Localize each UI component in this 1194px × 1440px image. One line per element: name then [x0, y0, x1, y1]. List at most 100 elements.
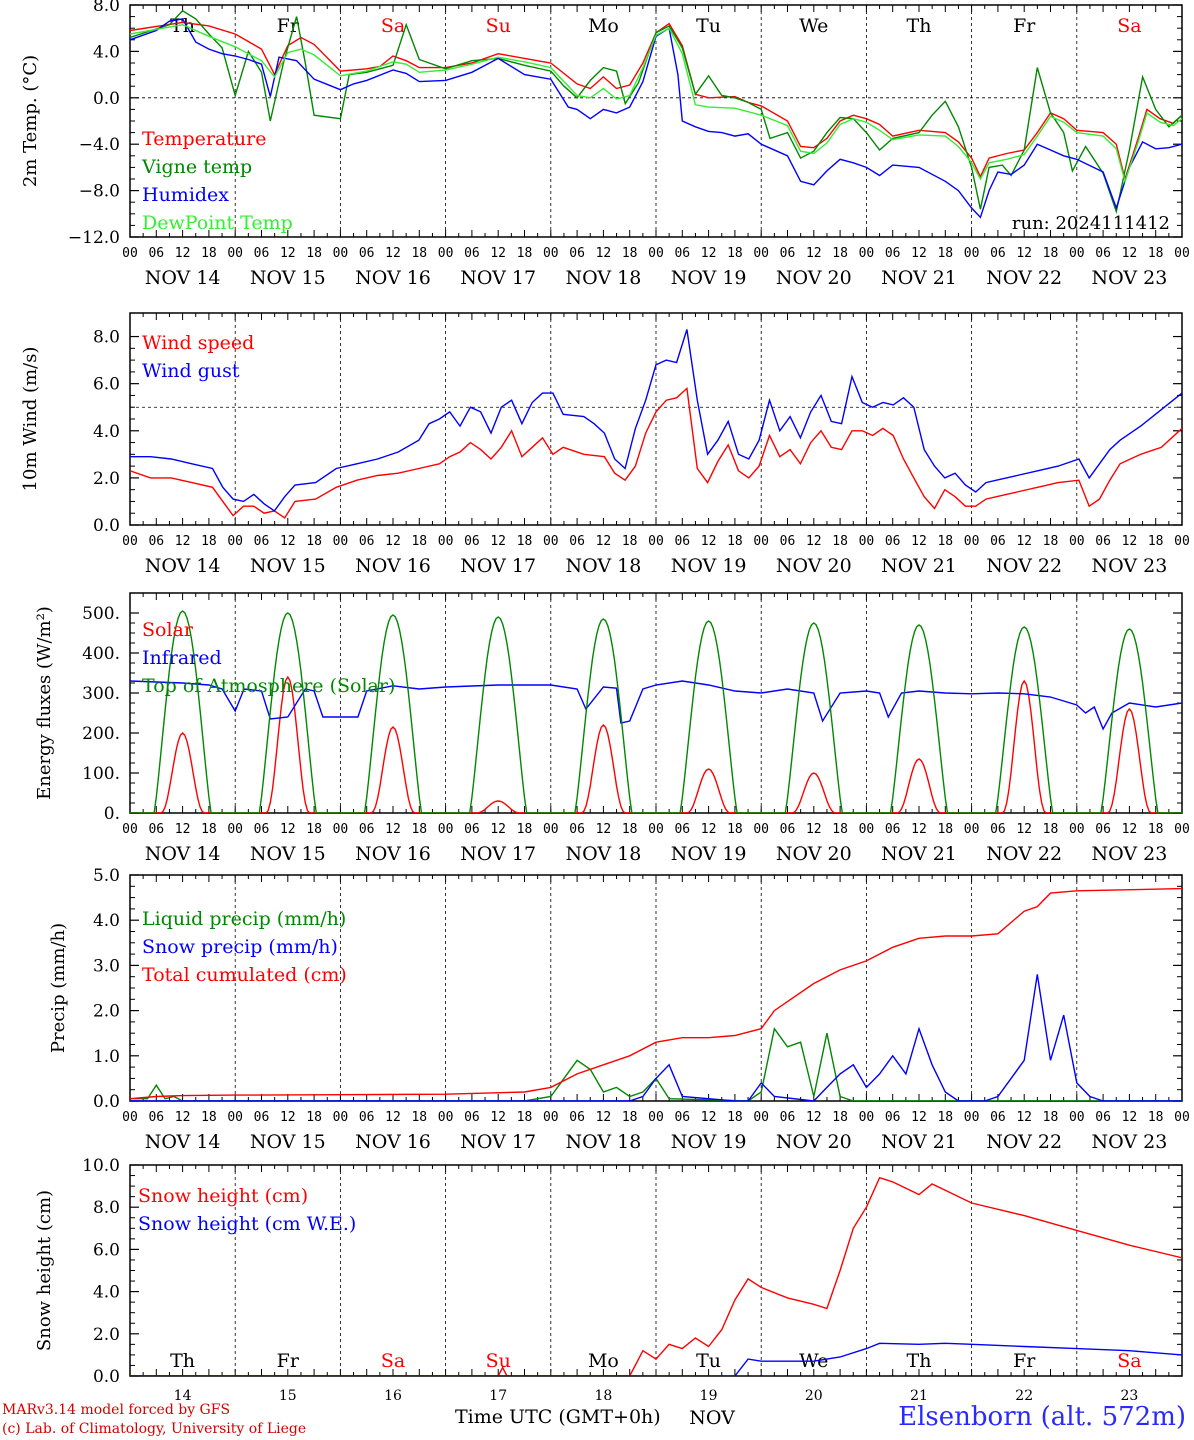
- hour-tick-label: 18: [1043, 246, 1059, 261]
- y-tick-label: 5.0: [93, 866, 120, 886]
- hour-tick-label: 00: [859, 246, 875, 261]
- hour-tick-label: 18: [937, 1110, 953, 1125]
- hour-tick-label: 00: [1174, 1110, 1190, 1125]
- series-line-snow-height-cm-: [130, 1176, 1182, 1376]
- hour-tick-label: 06: [990, 534, 1006, 549]
- hour-tick-label: 18: [306, 1110, 322, 1125]
- hour-tick-label: 00: [753, 534, 769, 549]
- hour-tick-label: 06: [674, 822, 690, 837]
- hour-tick-label: 18: [517, 534, 533, 549]
- hour-tick-label: 06: [359, 246, 375, 261]
- hour-tick-label: 00: [333, 822, 349, 837]
- series-group: [130, 887, 1182, 1101]
- hour-tick-label: 06: [148, 534, 164, 549]
- weekday-label: Sa: [381, 15, 405, 37]
- hour-tick-label: 18: [411, 1110, 427, 1125]
- weekday-label: Fr: [1013, 15, 1036, 37]
- hour-tick-label: 06: [569, 246, 585, 261]
- hour-tick-label: 12: [1016, 1110, 1032, 1125]
- hour-tick-label: 12: [1016, 534, 1032, 549]
- y-tick-label: 200.: [82, 724, 120, 744]
- hour-tick-label: 06: [254, 534, 270, 549]
- hour-tick-label: 18: [1043, 1110, 1059, 1125]
- hour-tick-label: 00: [1069, 822, 1085, 837]
- date-label: NOV 23: [1091, 267, 1167, 289]
- y-tick-label: 8.0: [93, 328, 120, 348]
- y-tick-label: 2.0: [93, 469, 120, 489]
- hour-tick-label: 18: [1043, 822, 1059, 837]
- hour-tick-label: 06: [1095, 246, 1111, 261]
- hour-tick-label: 12: [1122, 822, 1138, 837]
- hour-tick-label: 12: [490, 822, 506, 837]
- chart-panels: 8.0 4.0 0.0 −4.0 −8.0 −12.0 2m Temp. (°C) 00 06 1…: [20, 0, 1190, 1429]
- date-label: NOV 21: [881, 1131, 957, 1153]
- hour-tick-label: 06: [990, 1110, 1006, 1125]
- hour-tick-label: 18: [622, 246, 638, 261]
- y-tick-label: 6.0: [93, 375, 120, 395]
- panel-5: 10.0 8.0 6.0 4.0 2.0 0.0 Snow height (cm) 14 15 1…: [34, 1156, 1183, 1429]
- series-line-solar: [130, 675, 1182, 813]
- hour-tick-label: 06: [780, 534, 796, 549]
- hour-tick-label: 00: [122, 246, 138, 261]
- series-line-vigne-temp: [130, 9, 1182, 215]
- weekday-label: Su: [486, 15, 511, 37]
- y-tick-label: 8.0: [93, 1198, 120, 1218]
- credit-model: MARv3.14 model forced by GFS: [2, 1402, 231, 1418]
- hour-tick-label: 12: [1122, 246, 1138, 261]
- day-number-label: 20: [805, 1388, 823, 1404]
- hour-tick-label: 18: [306, 246, 322, 261]
- hour-tick-label: 00: [753, 246, 769, 261]
- hour-tick-label: 00: [543, 534, 559, 549]
- hour-tick-label: 18: [727, 534, 743, 549]
- hour-tick-label: 12: [911, 534, 927, 549]
- y-tick-label: 4.0: [93, 42, 120, 62]
- hour-tick-label: 18: [517, 1110, 533, 1125]
- y-tick-label: 100.: [82, 764, 120, 784]
- weekday-label: Fr: [1013, 1350, 1036, 1372]
- date-label: NOV 18: [565, 267, 641, 289]
- day-number-label: 23: [1120, 1388, 1138, 1404]
- weekday-label: Th: [907, 15, 932, 37]
- day-number-label: 22: [1015, 1388, 1033, 1404]
- hour-tick-label: 06: [254, 246, 270, 261]
- weekday-label: Th: [170, 1350, 195, 1372]
- date-label: NOV 22: [986, 555, 1062, 577]
- hour-tick-label: 06: [569, 822, 585, 837]
- hour-tick-label: 00: [543, 822, 559, 837]
- hour-tick-label: 06: [780, 822, 796, 837]
- hour-tick-label: 18: [517, 246, 533, 261]
- hour-tick-label: 12: [806, 246, 822, 261]
- hour-tick-label: 00: [543, 1110, 559, 1125]
- hour-tick-label: 00: [1069, 246, 1085, 261]
- series-group: [130, 1176, 1182, 1376]
- hour-tick-label: 12: [280, 822, 296, 837]
- series-line-dewpoint-temp: [130, 23, 1182, 184]
- month-label: NOV: [689, 1407, 735, 1429]
- hour-tick-label: 00: [753, 1110, 769, 1125]
- hour-tick-label: 18: [622, 1110, 638, 1125]
- date-label: NOV 17: [460, 267, 536, 289]
- hour-tick-label: 00: [227, 534, 243, 549]
- date-label: NOV 15: [250, 843, 326, 865]
- date-label: NOV 16: [355, 555, 431, 577]
- date-label: NOV 18: [565, 555, 641, 577]
- weekday-label: Sa: [381, 1350, 405, 1372]
- date-label: NOV 16: [355, 843, 431, 865]
- hour-tick-label: 18: [306, 534, 322, 549]
- legend-entry: Temperature: [142, 128, 266, 150]
- date-label: NOV 22: [986, 267, 1062, 289]
- hour-tick-label: 06: [885, 1110, 901, 1125]
- series-line-liquid-precip-mm-h-: [130, 1027, 1182, 1101]
- date-label: NOV 16: [355, 267, 431, 289]
- date-label: NOV 14: [145, 555, 221, 577]
- hour-tick-label: 18: [201, 534, 217, 549]
- legend-entry: Infrared: [142, 647, 222, 669]
- hour-tick-label: 00: [648, 822, 664, 837]
- weekday-label: Mo: [588, 1350, 619, 1372]
- y-tick-label: −12.0: [68, 228, 120, 248]
- panel-3: 500. 400. 300. 200. 100. 0. Energy fluxes (W/m…: [34, 592, 1190, 865]
- weekday-label: Sa: [1117, 15, 1141, 37]
- hour-tick-label: 12: [1016, 246, 1032, 261]
- station-name: Elsenborn (alt. 572m): [898, 1402, 1186, 1432]
